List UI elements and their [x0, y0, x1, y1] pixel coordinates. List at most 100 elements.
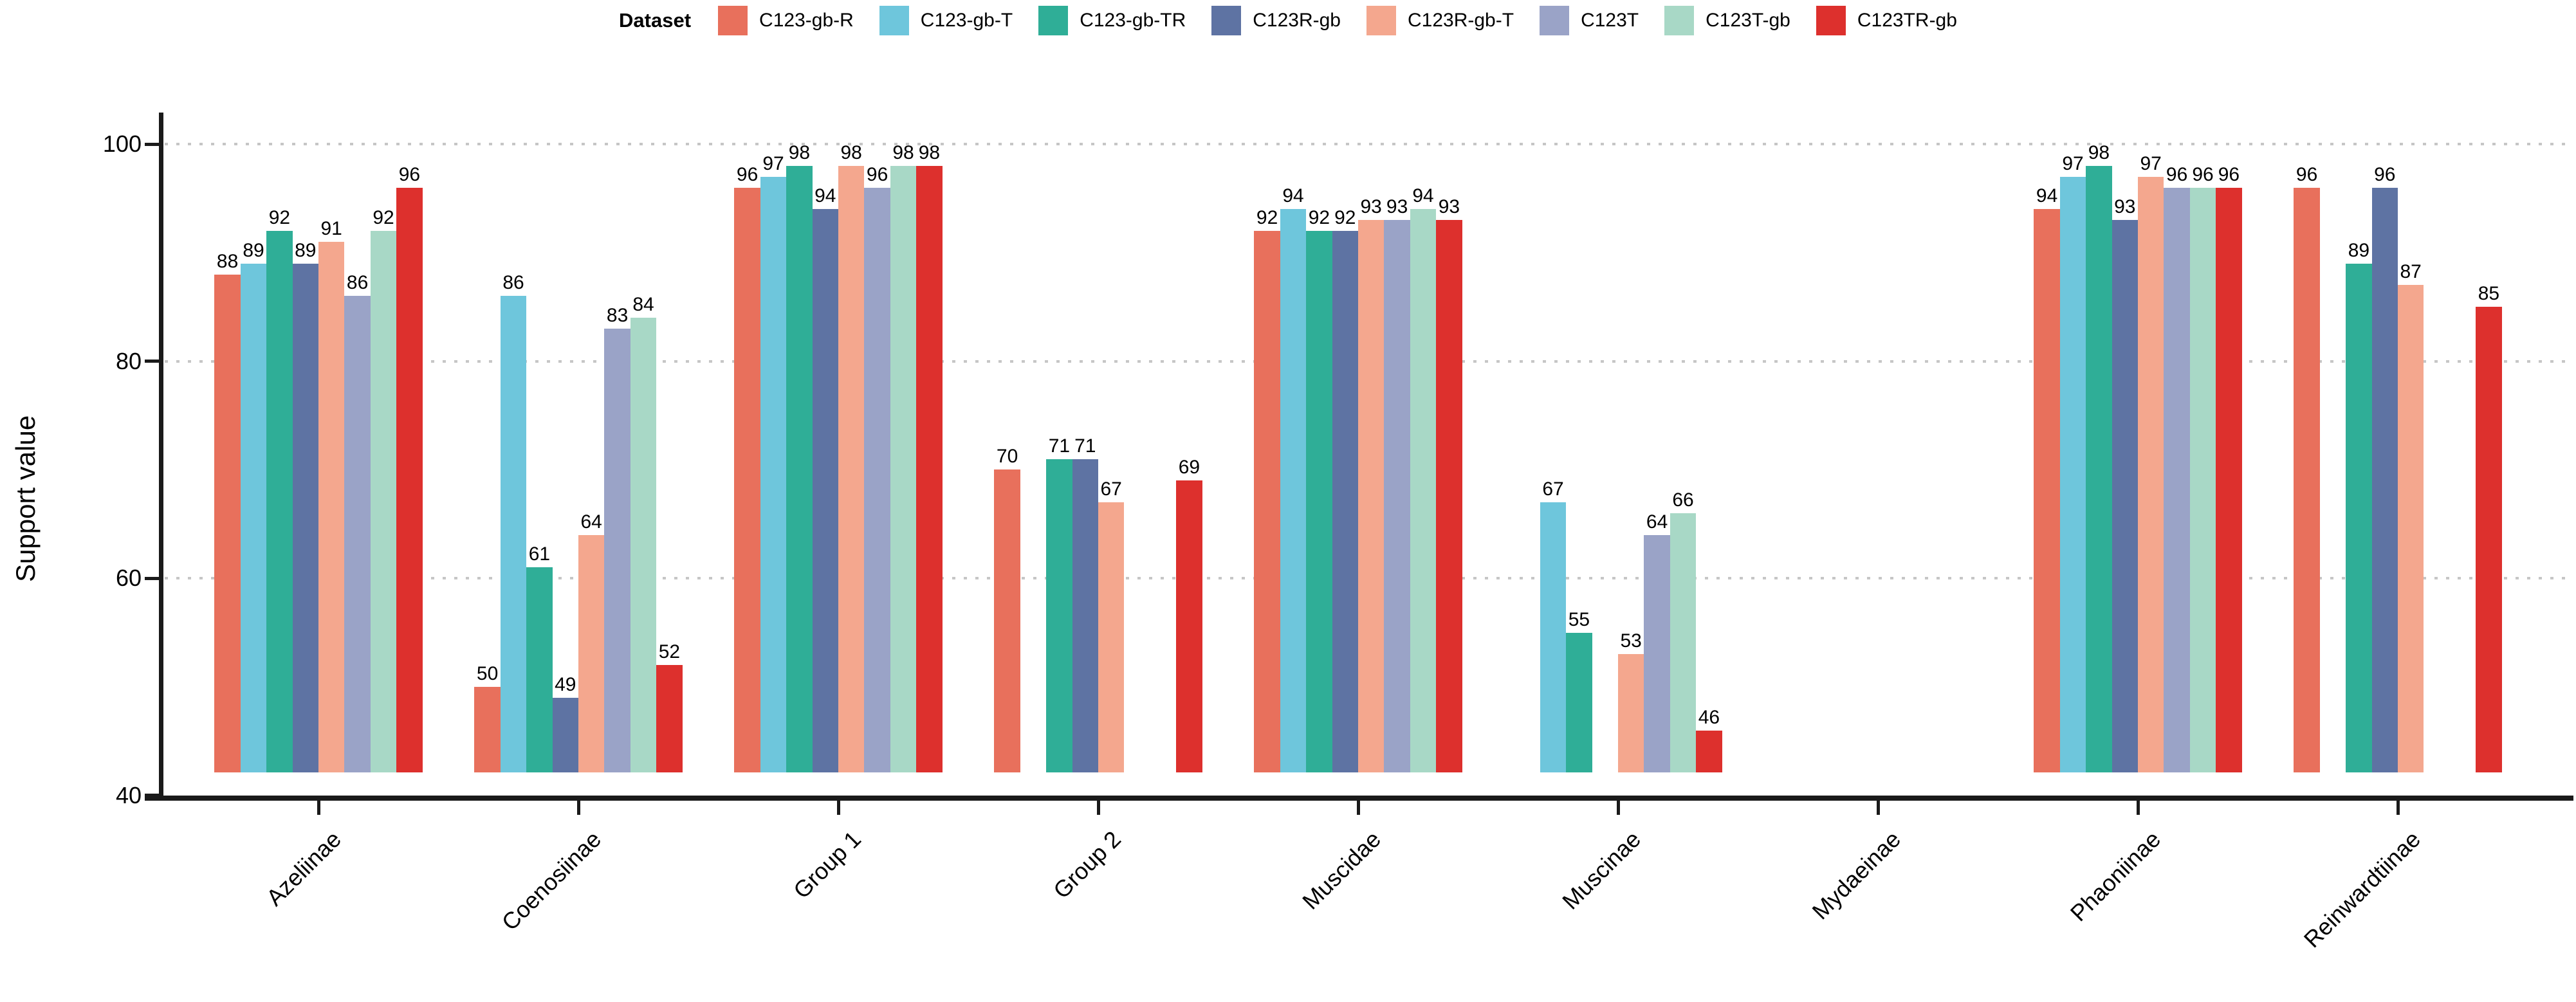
x-category-label: Group 1	[788, 826, 866, 904]
bar-value-label: 96	[2166, 163, 2188, 185]
bar	[786, 165, 813, 772]
bar	[1176, 480, 1202, 772]
bar	[2476, 307, 2502, 772]
legend-item: C123R-gb	[1211, 6, 1341, 35]
bar	[760, 176, 787, 772]
bar	[500, 296, 527, 772]
bar	[630, 318, 657, 772]
bar-value-label: 53	[1620, 630, 1642, 652]
legend-swatch	[1816, 6, 1846, 35]
y-tick-label: 80	[115, 347, 142, 374]
bar-value-label: 92	[268, 207, 291, 229]
bar-value-label: 96	[2374, 163, 2396, 185]
bar	[266, 231, 293, 772]
x-axis-tick	[576, 801, 580, 815]
bar	[2034, 209, 2060, 772]
bar-value-label: 52	[658, 641, 681, 663]
bar-value-label: 97	[2062, 152, 2084, 174]
bar-value-label: 96	[866, 163, 888, 185]
bar	[370, 231, 397, 772]
y-tick-label: 60	[115, 565, 142, 592]
legend-item-label: C123T	[1581, 10, 1639, 31]
y-tick-label: 40	[115, 781, 142, 808]
bar-value-label: 83	[606, 304, 629, 326]
bar-value-label: 67	[1100, 478, 1122, 500]
bar	[1332, 231, 1358, 772]
x-category-label: Azeliinae	[261, 826, 346, 911]
bar	[214, 274, 241, 772]
legend-swatch	[718, 6, 748, 35]
bar-value-label: 96	[2295, 163, 2318, 185]
bar	[240, 263, 267, 772]
bar-value-label: 89	[2348, 239, 2370, 261]
bar-value-label: 93	[2114, 196, 2136, 218]
bar	[344, 296, 371, 772]
bar	[396, 187, 423, 772]
bar	[552, 697, 578, 772]
y-axis-tick	[145, 794, 161, 797]
bar-value-label: 86	[346, 272, 369, 294]
legend-item-label: C123TR-gb	[1857, 10, 1957, 31]
legend-item: C123TR-gb	[1816, 6, 1957, 35]
bar	[994, 469, 1020, 772]
x-category-label: Coenosiinae	[496, 826, 606, 936]
bar	[578, 534, 605, 772]
legend-item: C123R-gb-T	[1366, 6, 1514, 35]
legend-item: C123T	[1540, 6, 1639, 35]
y-axis-title: Support value	[10, 415, 41, 582]
bar	[890, 165, 917, 772]
y-axis-tick	[145, 360, 161, 363]
bar	[916, 165, 943, 772]
bar	[1358, 220, 1385, 772]
legend-item-label: C123-gb-T	[920, 10, 1013, 31]
bar	[1254, 231, 1280, 772]
y-axis-line	[159, 113, 163, 801]
x-axis-tick	[317, 801, 320, 815]
bar	[2086, 165, 2112, 772]
legend-item-label: C123T-gb	[1706, 10, 1790, 31]
bar-value-label: 93	[1438, 196, 1460, 218]
bar-value-label: 64	[1646, 511, 1668, 533]
bar	[2059, 176, 2086, 772]
bar	[1566, 632, 1592, 772]
bar-value-label: 96	[2192, 163, 2214, 185]
legend-item: C123-gb-T	[879, 6, 1013, 35]
bar-value-label: 98	[788, 141, 811, 163]
bar-value-label: 71	[1074, 435, 1096, 457]
x-category-label: Phaoniinae	[2065, 826, 2166, 927]
bar-value-label: 88	[216, 250, 239, 272]
y-tick-label: 100	[102, 131, 142, 157]
bar-value-label: 55	[1568, 608, 1590, 630]
bar	[1072, 459, 1098, 772]
x-category-label: Group 2	[1048, 826, 1126, 904]
bar	[2111, 220, 2138, 772]
bar	[1644, 534, 1670, 772]
bar	[1384, 220, 1410, 772]
x-axis-tick	[1096, 801, 1100, 815]
legend-item-label: C123-gb-TR	[1080, 10, 1186, 31]
legend-swatch	[1664, 6, 1695, 35]
bar-value-label: 70	[996, 446, 1018, 468]
y-axis-tick	[145, 576, 161, 580]
bar-value-label: 96	[2218, 163, 2240, 185]
bar	[2189, 187, 2216, 772]
bar	[812, 209, 838, 772]
bar-value-label: 89	[243, 239, 264, 261]
gridline	[165, 143, 2571, 145]
legend-swatch	[1366, 6, 1396, 35]
bar-value-label: 87	[2400, 261, 2422, 283]
legend-item: C123T-gb	[1664, 6, 1790, 35]
bar	[838, 165, 865, 772]
bar	[318, 241, 345, 772]
bar-value-label: 61	[528, 543, 551, 565]
bar-value-label: 98	[840, 141, 862, 163]
bar-value-label: 93	[1386, 196, 1408, 218]
bar	[1436, 220, 1462, 772]
bar-value-label: 89	[295, 239, 317, 261]
y-axis-tick	[145, 142, 161, 146]
bar-value-label: 66	[1672, 489, 1694, 511]
legend-item-label: C123R-gb-T	[1408, 10, 1514, 31]
legend-item-label: C123-gb-R	[759, 10, 854, 31]
bar-value-label: 92	[1256, 207, 1278, 229]
